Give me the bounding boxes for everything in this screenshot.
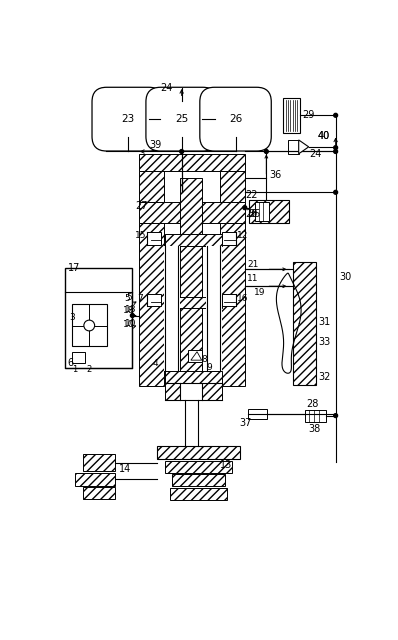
Text: 12: 12 <box>237 231 248 240</box>
Text: 35: 35 <box>248 209 260 219</box>
Text: 27: 27 <box>135 201 148 211</box>
Text: 24: 24 <box>160 83 172 93</box>
Bar <box>220 223 245 387</box>
Circle shape <box>334 190 338 194</box>
Text: 31: 31 <box>319 317 331 326</box>
Text: 10: 10 <box>123 320 135 329</box>
Text: 9: 9 <box>206 363 212 372</box>
Bar <box>305 410 326 422</box>
Text: 26: 26 <box>229 114 242 124</box>
Text: 29: 29 <box>302 110 314 120</box>
Bar <box>283 99 300 133</box>
Bar <box>164 246 180 371</box>
Text: 15: 15 <box>135 231 147 240</box>
Circle shape <box>264 150 268 154</box>
Bar <box>165 234 222 246</box>
Bar <box>139 223 164 387</box>
Text: 10: 10 <box>125 319 136 328</box>
Bar <box>255 202 269 221</box>
Text: 4: 4 <box>152 359 158 368</box>
Text: 21: 21 <box>247 260 258 269</box>
Text: 25: 25 <box>175 114 188 124</box>
Bar <box>250 200 289 223</box>
Bar <box>83 454 115 471</box>
Text: 17: 17 <box>68 263 80 273</box>
Text: 2: 2 <box>86 365 92 374</box>
Text: 33: 33 <box>319 337 331 348</box>
Polygon shape <box>191 352 202 360</box>
Polygon shape <box>298 140 309 154</box>
Text: 28: 28 <box>306 399 319 409</box>
Text: 37: 37 <box>239 419 252 428</box>
Circle shape <box>131 314 134 317</box>
Text: 36: 36 <box>269 170 282 180</box>
FancyBboxPatch shape <box>146 87 217 151</box>
Bar <box>248 410 267 419</box>
Bar <box>83 487 115 499</box>
Bar <box>220 171 245 202</box>
Text: 40: 40 <box>318 131 330 141</box>
Circle shape <box>334 113 338 117</box>
Text: 13: 13 <box>220 460 232 470</box>
Text: 18: 18 <box>123 306 135 315</box>
Text: 14: 14 <box>119 465 131 474</box>
Bar <box>170 488 227 500</box>
Bar <box>180 179 202 400</box>
Text: 6: 6 <box>68 358 74 368</box>
Text: 39: 39 <box>149 140 162 150</box>
Bar <box>206 246 222 371</box>
Circle shape <box>180 150 183 154</box>
Text: 40: 40 <box>318 131 330 141</box>
Bar <box>293 262 316 385</box>
Text: 7: 7 <box>137 294 143 303</box>
Text: 5: 5 <box>125 294 131 303</box>
Bar <box>139 202 245 223</box>
Bar <box>64 268 133 368</box>
Circle shape <box>334 146 338 150</box>
Bar <box>75 472 115 486</box>
Bar <box>165 383 222 400</box>
Bar <box>165 371 222 383</box>
Circle shape <box>84 320 95 331</box>
Text: 18: 18 <box>125 305 136 314</box>
Circle shape <box>243 206 247 210</box>
FancyBboxPatch shape <box>92 87 164 151</box>
Bar <box>165 246 178 371</box>
Bar <box>188 350 202 362</box>
Text: 8: 8 <box>202 355 207 364</box>
Bar <box>172 474 225 486</box>
Text: 24: 24 <box>310 148 322 159</box>
Text: 32: 32 <box>319 372 331 382</box>
Bar <box>157 445 240 460</box>
Circle shape <box>334 413 338 417</box>
Text: 20: 20 <box>245 209 257 219</box>
Circle shape <box>334 150 338 154</box>
Bar <box>165 297 222 308</box>
Text: 19: 19 <box>254 288 265 297</box>
Bar <box>222 232 236 244</box>
Text: 16: 16 <box>237 294 249 303</box>
Bar <box>139 171 164 202</box>
Text: 30: 30 <box>339 272 352 282</box>
Bar <box>147 232 161 244</box>
Text: 22: 22 <box>245 189 257 200</box>
Text: 38: 38 <box>309 424 321 434</box>
Bar <box>147 294 161 307</box>
Bar <box>222 294 236 307</box>
Bar <box>207 246 220 371</box>
Bar <box>180 383 202 400</box>
FancyBboxPatch shape <box>200 87 271 151</box>
Bar <box>72 353 85 364</box>
Bar <box>288 140 298 154</box>
Text: 3: 3 <box>69 312 75 321</box>
Text: 1: 1 <box>72 365 78 374</box>
Text: 11: 11 <box>247 274 259 283</box>
Text: 23: 23 <box>121 114 135 124</box>
Bar <box>139 154 245 171</box>
Bar <box>165 461 232 474</box>
Bar <box>72 304 107 346</box>
Text: 5: 5 <box>126 292 132 301</box>
